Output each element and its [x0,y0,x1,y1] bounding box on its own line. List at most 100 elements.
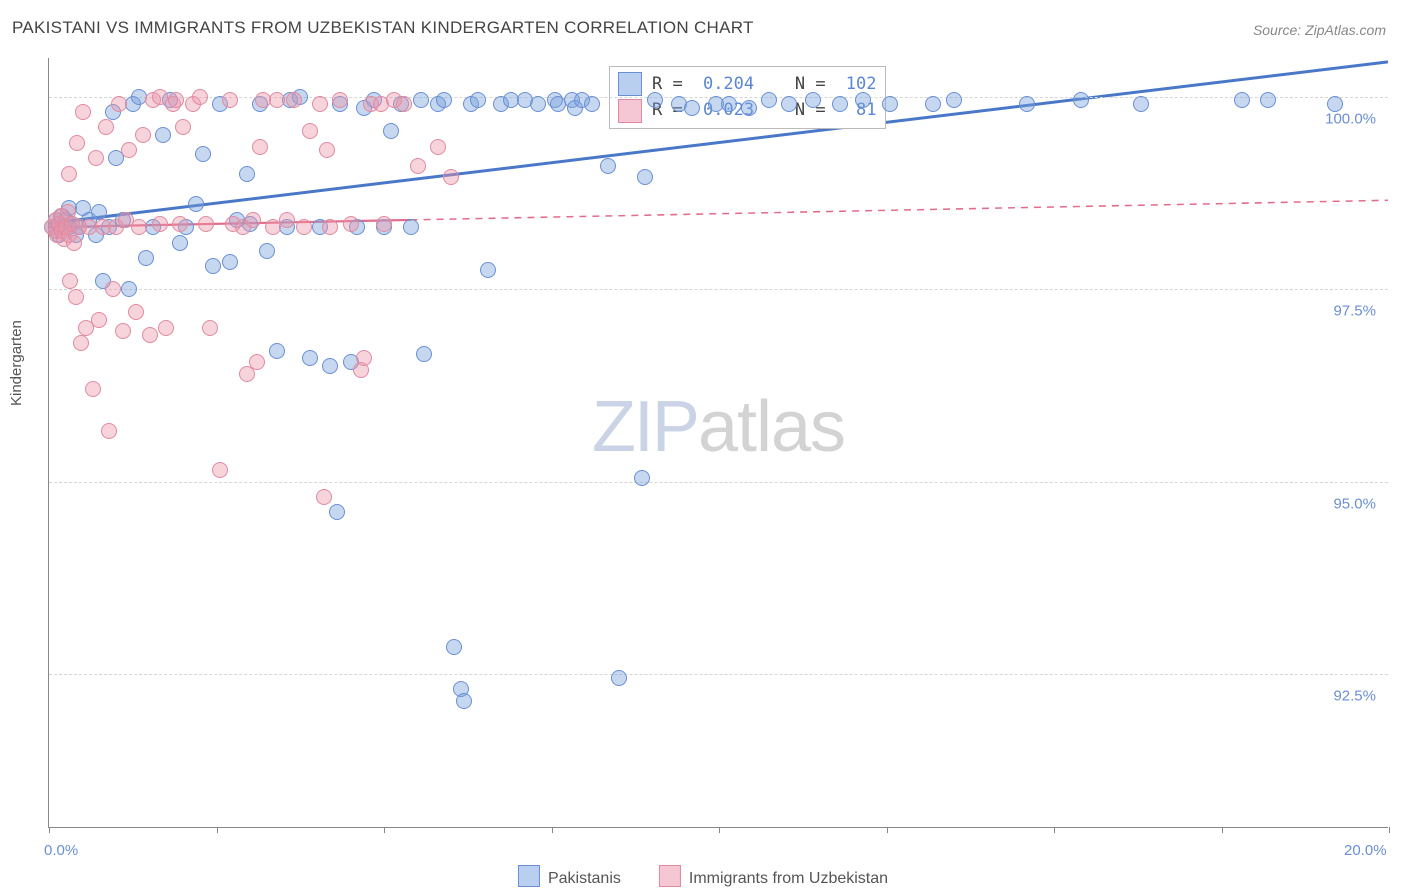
data-point [470,92,486,108]
data-point [121,142,137,158]
plot-area: ZIPatlas R = 0.204 N = 102R = 0.023 N = … [48,58,1388,828]
data-point [198,216,214,232]
data-point [88,150,104,166]
data-point [436,92,452,108]
data-point [138,250,154,266]
data-point [128,304,144,320]
y-tick-label: 92.5% [1333,688,1376,705]
data-point [832,96,848,112]
data-point [925,96,941,112]
data-point [175,119,191,135]
data-point [155,127,171,143]
data-point [131,219,147,235]
data-point [684,100,700,116]
legend-label: Pakistanis [548,870,621,887]
legend-swatch [659,865,681,887]
data-point [222,254,238,270]
gridline-h [49,482,1388,483]
data-point [376,216,392,232]
data-point [855,92,871,108]
data-point [91,204,107,220]
data-point [61,166,77,182]
data-point [329,504,345,520]
data-point [135,127,151,143]
x-tick [49,827,50,833]
data-point [105,281,121,297]
data-point [286,92,302,108]
data-point [121,281,137,297]
data-point [152,216,168,232]
data-point [101,423,117,439]
data-point [192,89,208,105]
data-point [761,92,777,108]
gridline-h [49,674,1388,675]
x-tick [552,827,553,833]
data-point [611,670,627,686]
x-tick-label: 20.0% [1344,842,1387,859]
data-point [62,273,78,289]
data-point [383,123,399,139]
legend-r-value: 0.204 [703,71,754,97]
watermark-atlas: atlas [698,387,845,467]
data-point [416,346,432,362]
data-point [322,358,338,374]
data-point [239,166,255,182]
data-point [312,96,328,112]
data-point [91,312,107,328]
data-point [68,289,84,305]
data-point [302,350,318,366]
data-point [85,381,101,397]
y-tick-label: 95.0% [1333,495,1376,512]
data-point [316,489,332,505]
watermark-zip: ZIP [592,387,698,467]
y-tick-label: 97.5% [1333,303,1376,320]
data-point [781,96,797,112]
data-point [480,262,496,278]
data-point [647,92,663,108]
data-point [172,216,188,232]
data-point [430,139,446,155]
data-point [1327,96,1343,112]
data-point [202,320,218,336]
data-point [343,216,359,232]
y-tick-label: 100.0% [1325,110,1376,127]
data-point [882,96,898,112]
data-point [73,335,89,351]
data-point [195,146,211,162]
data-point [158,320,174,336]
legend-item: Pakistanis [518,865,621,888]
x-tick [384,827,385,833]
data-point [279,212,295,228]
data-point [172,235,188,251]
legend-n-label: N = [764,71,836,97]
data-point [637,169,653,185]
data-point [1073,92,1089,108]
data-point [1260,92,1276,108]
source-attribution: Source: ZipAtlas.com [1253,22,1386,38]
data-point [98,119,114,135]
data-point [245,212,261,228]
data-point [446,639,462,655]
x-tick [217,827,218,833]
y-axis-label: Kindergarten [8,320,25,406]
data-point [115,323,131,339]
data-point [396,96,412,112]
x-tick [1054,827,1055,833]
data-point [249,354,265,370]
data-point [946,92,962,108]
x-tick-label: 0.0% [44,842,78,859]
data-point [1234,92,1250,108]
data-point [721,96,737,112]
x-tick [1389,827,1390,833]
data-point [296,219,312,235]
data-point [600,158,616,174]
data-point [205,258,221,274]
data-point [259,243,275,259]
series-legend: PakistanisImmigrants from Uzbekistan [518,865,888,888]
data-point [356,350,372,366]
data-point [410,158,426,174]
data-point [413,92,429,108]
data-point [111,96,127,112]
data-point [1019,96,1035,112]
chart-title: PAKISTANI VS IMMIGRANTS FROM UZBEKISTAN … [12,18,754,38]
